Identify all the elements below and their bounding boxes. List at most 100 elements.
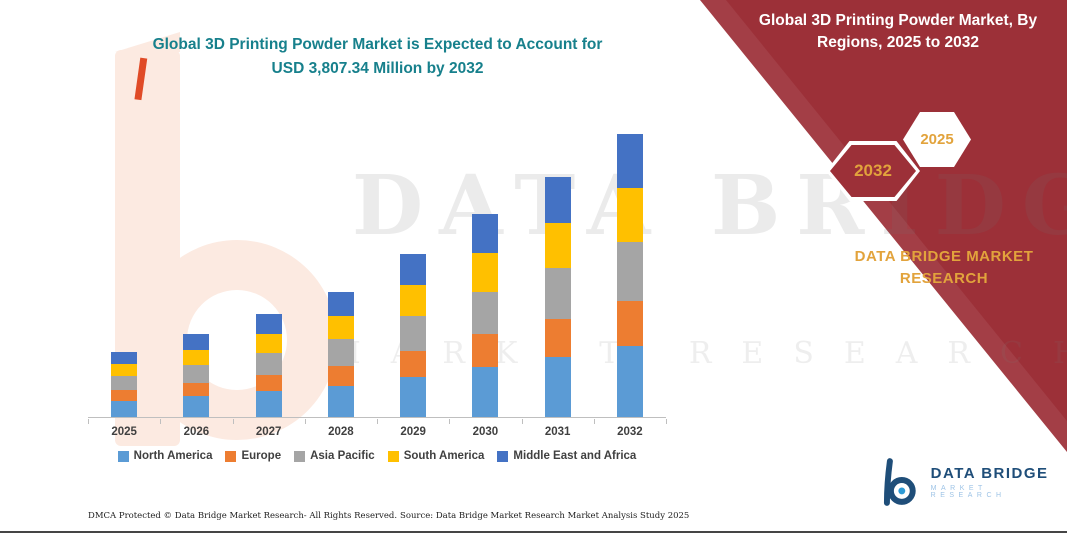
bar-segment: [472, 214, 499, 253]
stacked-bar-2026: [183, 334, 210, 417]
chart-legend: North America Europe Asia Pacific South Ame…: [88, 450, 666, 462]
bar-segment: [255, 375, 282, 392]
bar-column-2028: [305, 110, 377, 417]
databridge-logo-text: DATA BRIDGE MARKET RESEARCH: [931, 465, 1067, 499]
bar-segment: [544, 318, 571, 358]
bar-segment: [400, 285, 427, 317]
x-axis-labels: 2025 2026 2027 2028 2029 2030 2031 2032: [88, 426, 666, 438]
bar-segment: [183, 365, 210, 383]
watermark-text-secondary: MARKET RESEARCH: [330, 336, 1067, 371]
bar-segment: [327, 315, 354, 340]
legend-label: Asia Pacific: [310, 450, 375, 462]
bar-segment: [400, 376, 427, 417]
axis-tick: [160, 419, 162, 424]
source-notice: Source: Data Bridge Market Research Mark…: [400, 511, 690, 521]
bar-column-2027: [233, 110, 305, 417]
bar-segment: [544, 177, 571, 223]
bar-column-2029: [377, 110, 449, 417]
banner-title: Global 3D Printing Powder Market, By Reg…: [758, 12, 1038, 52]
axis-tick: [304, 419, 306, 424]
databridge-logo-tagline: MARKET RESEARCH: [930, 485, 1006, 499]
bar-segment: [327, 385, 354, 417]
bar-segment: [255, 333, 282, 354]
stacked-bar-2028: [327, 292, 354, 417]
bar-segment: [544, 357, 571, 417]
bar-segment: [183, 334, 210, 350]
legend-label: North America: [133, 450, 213, 462]
legend-swatch: [294, 450, 306, 462]
legend-swatch: [497, 450, 509, 462]
databridge-logo: DATA BRIDGE MARKET RESEARCH: [878, 458, 1067, 506]
bar-column-2025: [88, 110, 160, 417]
badge-2032: 2032: [826, 141, 920, 201]
x-tick-label: 2028: [328, 426, 354, 438]
bar-segment: [327, 339, 354, 366]
bar-segment: [616, 301, 643, 347]
plot-area: [88, 110, 667, 424]
legend-item: Europe: [225, 450, 281, 462]
stacked-bar-2032: [616, 134, 643, 417]
stacked-bar-2025: [111, 351, 138, 417]
chart-title-line2: USD 3,807.34 Million by 2032: [271, 60, 484, 78]
axis-tick: [521, 419, 523, 424]
stacked-bar-2027: [255, 314, 282, 417]
bar-segment: [544, 222, 571, 269]
databridge-logo-name: DATA BRIDGE: [930, 465, 1049, 482]
bar-segment: [616, 241, 643, 302]
banner-brand-text: DATA BRIDGE MARKET RESEARCH: [854, 248, 1034, 287]
legend-item: North America: [117, 450, 213, 462]
bar-segment: [472, 252, 499, 292]
bar-segment: [400, 254, 427, 286]
bar-segment: [111, 390, 138, 401]
databridge-b-icon: [883, 458, 916, 506]
bar-segment: [183, 349, 210, 366]
bar-segment: [255, 353, 282, 376]
x-tick-label: 2027: [255, 426, 282, 438]
bar-segment: [616, 346, 643, 417]
bar-column-2026: [160, 110, 232, 417]
stacked-bar-2030: [472, 214, 499, 417]
bar-segment: [327, 292, 354, 316]
x-tick-label: 2031: [544, 426, 571, 438]
axis-tick: [88, 419, 89, 424]
bar-segment: [111, 364, 138, 377]
bar-segment: [255, 314, 282, 334]
bottom-divider: [0, 531, 1067, 533]
stacked-bar-chart: 2025 2026 2027 2028 2029 2030 2031 2032 North A…: [88, 110, 667, 462]
bar-segment: [327, 365, 354, 386]
x-tick-label: 2025: [111, 426, 137, 438]
legend-item: Asia Pacific: [294, 450, 375, 462]
axis-tick: [377, 419, 378, 424]
badge-2025-label: 2025: [920, 131, 954, 148]
bar-segment: [544, 268, 571, 319]
watermark-text-primary: DATA BRIDGE: [352, 158, 1067, 254]
bar-column-2030: [449, 110, 521, 417]
legend-label: South America: [403, 450, 485, 462]
bar-segment: [183, 382, 210, 397]
bar-segment: [111, 376, 138, 391]
legend-swatch: [225, 450, 237, 462]
axis-tick: [449, 419, 451, 424]
legend-item: Middle East and Africa: [497, 450, 636, 462]
bar-segment: [111, 351, 138, 365]
x-tick-label: 2029: [400, 426, 426, 438]
axis-tick: [593, 419, 595, 424]
badge-2032-label: 2032: [854, 161, 892, 180]
bar-column-2031: [522, 110, 594, 417]
bar-segment: [472, 366, 499, 417]
badge-2032-inner: 2032: [830, 145, 916, 197]
x-tick-label: 2030: [472, 426, 499, 438]
x-tick-label: 2026: [183, 426, 210, 438]
bar-segment: [472, 334, 499, 367]
bar-segment: [616, 187, 643, 242]
bar-segment: [111, 400, 138, 417]
bar-segment: [400, 316, 427, 351]
bar-segment: [183, 396, 210, 417]
bar-segment: [400, 350, 427, 377]
stacked-bar-2029: [400, 254, 427, 417]
chart-title: Global 3D Printing Powder Market is Expe…: [95, 33, 660, 81]
axis-tick: [232, 419, 234, 424]
axis-tick: [666, 419, 667, 424]
bar-segment: [472, 291, 499, 335]
x-tick-label: 2032: [617, 426, 643, 438]
